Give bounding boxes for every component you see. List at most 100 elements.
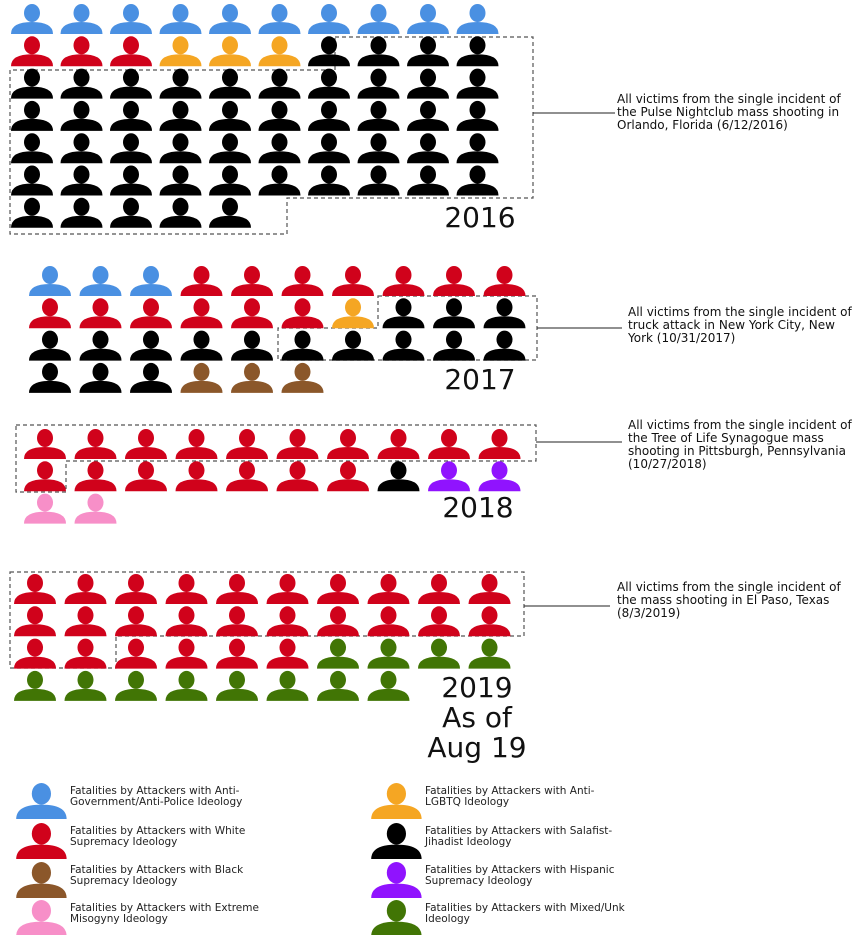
icon-head <box>330 606 346 625</box>
person-icon <box>308 165 350 196</box>
person-icon <box>231 330 273 361</box>
person-icon <box>110 100 152 131</box>
legend-label: Fatalities by Attackers with Salafist-Ji… <box>425 825 613 848</box>
person-icon <box>159 100 202 131</box>
person-icon <box>216 638 258 669</box>
icon-head <box>321 100 337 119</box>
icon-group <box>29 266 526 329</box>
icon-body <box>180 316 223 329</box>
person-icon <box>180 362 223 393</box>
person-icon <box>317 574 359 604</box>
icon-body <box>64 624 107 637</box>
person-icon <box>428 429 470 459</box>
icon-head <box>370 36 387 55</box>
icon-head <box>172 165 189 184</box>
year-label: 2016 <box>444 201 516 234</box>
person-icon <box>60 68 103 99</box>
icon-head <box>420 133 436 152</box>
icon-body <box>456 22 499 34</box>
icon-body <box>165 624 208 637</box>
person-icon <box>367 574 410 604</box>
icon-body <box>79 380 122 393</box>
person-icon <box>209 4 251 34</box>
icon-body <box>357 22 400 34</box>
icon-body <box>216 688 258 701</box>
icon-body <box>209 54 251 67</box>
incident-box <box>9 571 525 669</box>
person-icon <box>125 429 167 459</box>
icon-head <box>222 100 238 119</box>
person-icon <box>165 574 208 604</box>
icon-body <box>110 54 152 67</box>
icon-head <box>446 330 462 349</box>
icon-head <box>92 362 109 381</box>
icon-head <box>87 429 104 447</box>
person-icon <box>216 606 258 637</box>
icon-body <box>468 592 511 604</box>
icon-body <box>115 624 157 637</box>
legend-label: Fatalities by Attackers with Anti-Govern… <box>70 785 243 808</box>
icon-body <box>130 348 172 361</box>
icon-body <box>159 183 202 196</box>
person-icon <box>332 330 374 361</box>
icon-head <box>420 100 436 119</box>
person-icon <box>110 197 152 228</box>
person-icon <box>276 461 319 492</box>
person-icon <box>456 133 499 164</box>
icon-group <box>180 362 324 393</box>
icon-body <box>110 151 152 164</box>
icon-body <box>308 86 350 99</box>
person-icon <box>60 4 103 34</box>
icon-head <box>188 461 205 480</box>
icon-head <box>73 133 90 152</box>
person-icon <box>16 862 67 898</box>
person-icon <box>258 68 301 99</box>
legend-swatch <box>371 783 422 819</box>
icon-head <box>239 429 255 447</box>
icon-group <box>14 638 511 701</box>
icon-head <box>193 330 210 349</box>
person-icon <box>367 606 410 637</box>
icon-head <box>271 68 288 87</box>
icon-head <box>31 862 51 884</box>
person-icon <box>24 493 66 524</box>
person-icon <box>74 461 117 492</box>
icon-body <box>79 316 122 329</box>
icon-head <box>321 68 337 87</box>
person-icon <box>468 638 511 669</box>
icon-head <box>481 638 498 657</box>
person-icon <box>16 783 67 819</box>
person-icon <box>159 133 202 164</box>
icon-body <box>371 804 422 819</box>
person-icon <box>357 4 400 34</box>
person-icon <box>382 298 425 329</box>
icon-body <box>64 592 107 604</box>
icon-body <box>11 151 53 164</box>
icon-head <box>441 429 457 447</box>
icon-head <box>178 606 195 625</box>
person-icon <box>14 574 56 604</box>
person-icon <box>258 133 301 164</box>
person-icon <box>308 133 350 164</box>
icon-body <box>11 22 53 34</box>
icon-group <box>29 298 526 393</box>
icon-body <box>209 86 251 99</box>
person-icon <box>16 823 67 859</box>
icon-body <box>377 447 420 459</box>
person-icon <box>16 900 67 935</box>
icon-head <box>496 266 513 284</box>
icon-body <box>216 592 258 604</box>
icon-body <box>11 215 53 228</box>
person-icon <box>79 266 122 296</box>
icon-head <box>77 670 94 689</box>
person-icon <box>165 606 208 637</box>
icon-head <box>345 298 361 317</box>
icon-head <box>294 362 311 381</box>
icon-body <box>266 624 309 637</box>
person-icon <box>428 461 470 492</box>
icon-body <box>209 183 251 196</box>
icon-body <box>407 86 449 99</box>
icon-body <box>180 284 223 296</box>
icon-head <box>172 68 189 87</box>
person-icon <box>115 606 157 637</box>
